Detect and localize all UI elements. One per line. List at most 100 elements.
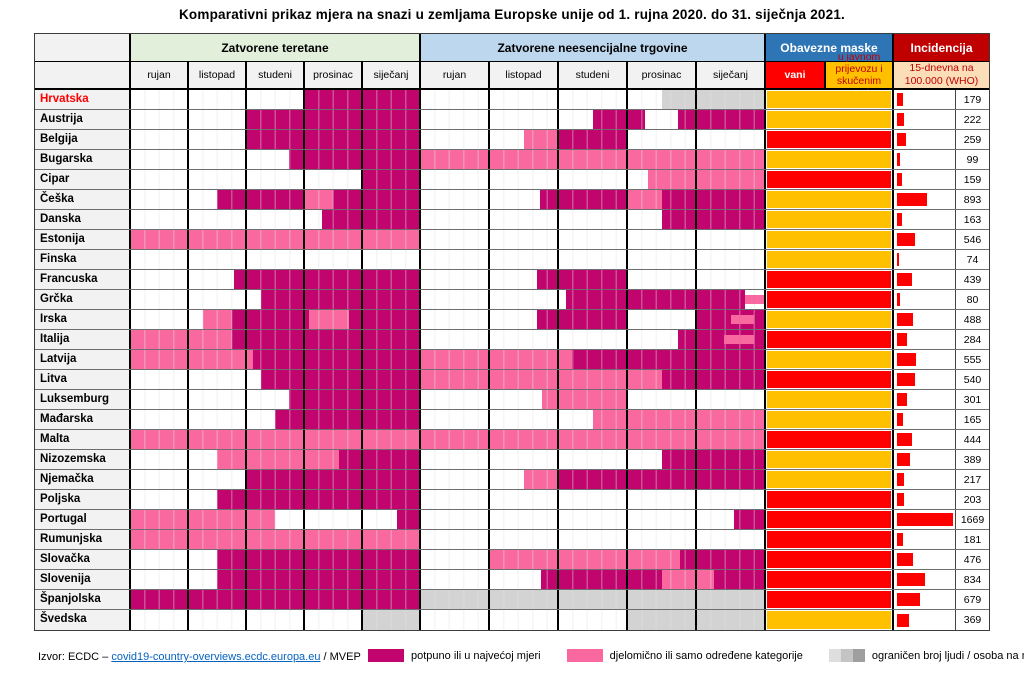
measure-cell	[189, 290, 247, 309]
measure-segment	[363, 370, 419, 389]
measure-cell	[131, 350, 189, 369]
mask-cell	[766, 290, 894, 309]
measure-segment	[592, 410, 626, 429]
measure-cell	[559, 310, 628, 329]
measure-cell	[131, 470, 189, 489]
measure-cell	[490, 190, 559, 209]
measure-cell	[131, 370, 189, 389]
measure-segment	[723, 335, 754, 345]
measure-cell	[421, 310, 490, 329]
table-row: Slovenija 834	[35, 570, 989, 590]
incidence-bar-cell	[894, 470, 956, 489]
incidence-bar-cell	[894, 450, 956, 469]
measure-segment	[628, 150, 695, 169]
source-link[interactable]: covid19-country-overviews.ecdc.europa.eu	[111, 651, 321, 663]
measure-cell	[131, 590, 189, 609]
measure-segment	[421, 350, 488, 369]
incidence-bar-cell	[894, 110, 956, 129]
measure-cell	[189, 530, 247, 549]
measure-segment	[697, 550, 764, 569]
incidence-value: 893	[956, 190, 989, 209]
measure-cell	[305, 510, 363, 529]
measure-cell	[559, 550, 628, 569]
source-suffix: / MVEP	[320, 651, 361, 663]
measure-cell	[305, 410, 363, 429]
country-label: Finska	[35, 250, 131, 269]
table-row: Malta 444	[35, 430, 989, 450]
measure-segment	[131, 350, 187, 369]
measure-segment	[247, 230, 303, 249]
country-label: Poljska	[35, 490, 131, 509]
measure-segment	[363, 130, 419, 149]
incidence-bar-cell	[894, 230, 956, 249]
incidence-bar-cell	[894, 290, 956, 309]
measure-segment	[189, 510, 245, 529]
measure-segment	[363, 490, 419, 509]
measure-cell	[189, 210, 247, 229]
measure-segment	[305, 230, 361, 249]
measure-segment	[305, 310, 310, 329]
measure-cell	[189, 190, 247, 209]
measure-segment	[305, 150, 361, 169]
measure-cell	[305, 590, 363, 609]
table-row: Nizozemska 389	[35, 450, 989, 470]
measure-cell	[697, 470, 766, 489]
measure-segment	[733, 510, 764, 529]
measure-segment	[559, 430, 626, 449]
measure-cell	[305, 550, 363, 569]
measure-segment	[661, 370, 695, 389]
measure-cell	[189, 370, 247, 389]
mask-fill	[767, 111, 891, 128]
measure-segment	[490, 370, 557, 389]
measure-segment	[131, 330, 187, 349]
measure-cell	[131, 190, 189, 209]
country-label: Slovačka	[35, 550, 131, 569]
measure-cell	[490, 450, 559, 469]
measure-cell	[421, 190, 490, 209]
measure-cell	[247, 510, 305, 529]
country-label: Nizozemska	[35, 450, 131, 469]
measure-cell	[628, 490, 697, 509]
measure-segment	[247, 330, 303, 349]
measure-cell	[189, 570, 247, 589]
measure-segment	[540, 570, 557, 589]
measure-segment	[305, 130, 361, 149]
measure-cell	[247, 530, 305, 549]
measure-segment	[247, 450, 303, 469]
measure-segment	[305, 410, 361, 429]
measure-segment	[697, 450, 764, 469]
measure-cell	[189, 250, 247, 269]
measure-segment	[363, 110, 419, 129]
shops-section-header: Zatvorene neesencijalne trgovine	[421, 34, 766, 62]
mask-fill	[767, 231, 891, 248]
table-row: Latvija 555	[35, 350, 989, 370]
mask-cell	[766, 510, 894, 529]
mask-cell	[766, 330, 894, 349]
incidence-value: 259	[956, 130, 989, 149]
measure-cell	[559, 390, 628, 409]
measure-segment	[730, 315, 754, 325]
measure-cell	[697, 450, 766, 469]
country-label: Litva	[35, 370, 131, 389]
measure-cell	[189, 590, 247, 609]
mask-cell	[766, 270, 894, 289]
source-prefix: Izvor: ECDC –	[38, 651, 112, 663]
measure-cell	[305, 350, 363, 369]
mask-fill	[767, 311, 891, 328]
measure-segment	[661, 190, 695, 209]
country-label: Cipar	[35, 170, 131, 189]
measure-segment	[536, 310, 557, 329]
measure-segment	[678, 330, 695, 349]
measure-cell	[697, 570, 766, 589]
incidence-bar-cell	[894, 510, 956, 529]
legend-swatch-full	[368, 649, 404, 662]
measure-segment	[628, 290, 695, 309]
measure-cell	[490, 570, 559, 589]
measure-cell	[628, 230, 697, 249]
measure-segment	[305, 270, 361, 289]
measure-cell	[189, 150, 247, 169]
incidence-bar-cell	[894, 570, 956, 589]
measure-cell	[247, 250, 305, 269]
measure-cell	[559, 470, 628, 489]
incidence-bar-cell	[894, 490, 956, 509]
